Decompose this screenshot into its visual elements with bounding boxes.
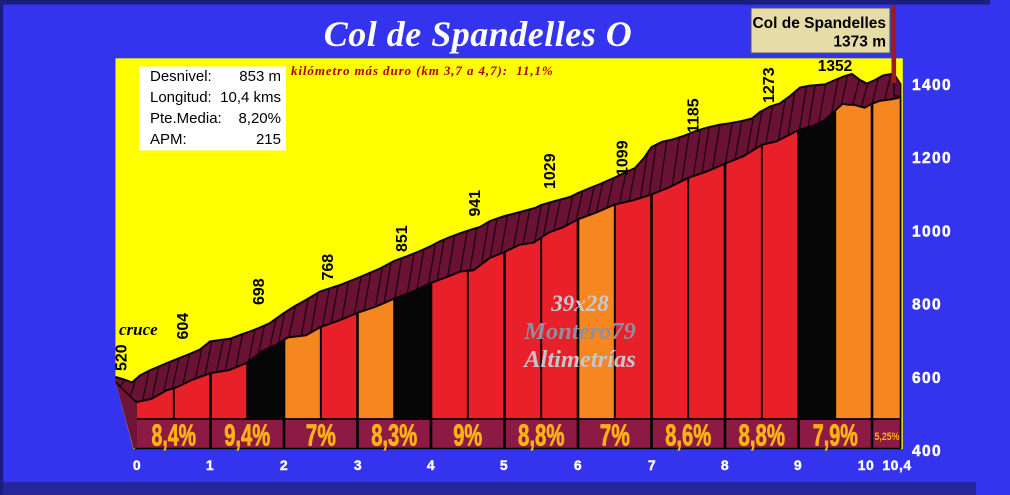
svg-text:Desnivel:: Desnivel: [150, 68, 212, 85]
svg-text:kilómetro más duro (km 3,7 a 4: kilómetro más duro (km 3,7 a 4,7): 11,1% [291, 63, 554, 78]
svg-text:1029: 1029 [542, 153, 559, 189]
svg-text:Montero79: Montero79 [523, 318, 636, 345]
svg-text:768: 768 [320, 254, 337, 281]
svg-text:1273: 1273 [761, 67, 778, 103]
svg-text:800: 800 [912, 297, 942, 314]
svg-text:8,4%: 8,4% [152, 418, 197, 453]
svg-text:4: 4 [427, 457, 435, 473]
svg-text:3: 3 [354, 457, 362, 473]
svg-text:400: 400 [912, 443, 942, 460]
svg-text:Pte.Media:: Pte.Media: [150, 110, 222, 127]
svg-text:1185: 1185 [686, 98, 703, 133]
svg-text:604: 604 [175, 313, 192, 340]
svg-text:9: 9 [794, 457, 802, 473]
svg-text:1099: 1099 [615, 140, 632, 176]
svg-text:5: 5 [500, 457, 508, 473]
svg-text:698: 698 [251, 278, 268, 305]
svg-text:10,4 kms: 10,4 kms [220, 89, 281, 106]
svg-text:Longitud:: Longitud: [150, 89, 212, 106]
svg-text:Col de Spandelles: Col de Spandelles [752, 15, 886, 32]
svg-text:0: 0 [133, 457, 141, 473]
svg-text:8,3%: 8,3% [371, 418, 417, 453]
svg-text:9,4%: 9,4% [224, 418, 270, 453]
svg-text:7: 7 [648, 457, 656, 473]
svg-text:1373 m: 1373 m [833, 34, 886, 51]
svg-text:7,9%: 7,9% [813, 418, 858, 453]
svg-text:6: 6 [574, 457, 582, 473]
svg-text:851: 851 [394, 225, 411, 252]
svg-text:8: 8 [721, 457, 729, 473]
svg-text:10,4: 10,4 [882, 457, 911, 473]
svg-text:39x28: 39x28 [550, 291, 609, 316]
svg-text:520: 520 [114, 344, 131, 371]
svg-text:1000: 1000 [912, 223, 952, 240]
svg-text:853 m: 853 m [239, 68, 281, 85]
svg-text:941: 941 [467, 190, 484, 217]
svg-text:600: 600 [912, 370, 942, 387]
svg-text:1: 1 [206, 457, 214, 473]
svg-text:215: 215 [256, 131, 281, 148]
svg-text:5,25%: 5,25% [875, 431, 900, 443]
svg-text:8,20%: 8,20% [238, 110, 281, 127]
svg-text:cruce: cruce [119, 320, 158, 339]
svg-text:1400: 1400 [912, 77, 952, 94]
svg-text:2: 2 [280, 457, 288, 473]
svg-text:1200: 1200 [912, 150, 952, 167]
svg-text:1352: 1352 [818, 58, 852, 75]
svg-text:10: 10 [858, 457, 875, 473]
svg-text:8,6%: 8,6% [665, 418, 711, 453]
svg-text:7%: 7% [600, 418, 630, 453]
svg-text:9%: 9% [453, 418, 482, 453]
svg-text:Altimetrías: Altimetrías [522, 346, 636, 373]
svg-text:8,8%: 8,8% [518, 418, 565, 453]
svg-text:7%: 7% [306, 418, 336, 453]
svg-text:8,8%: 8,8% [739, 418, 786, 453]
svg-text:Col de Spandelles O: Col de Spandelles O [324, 14, 633, 54]
svg-text:APM:: APM: [150, 131, 187, 148]
